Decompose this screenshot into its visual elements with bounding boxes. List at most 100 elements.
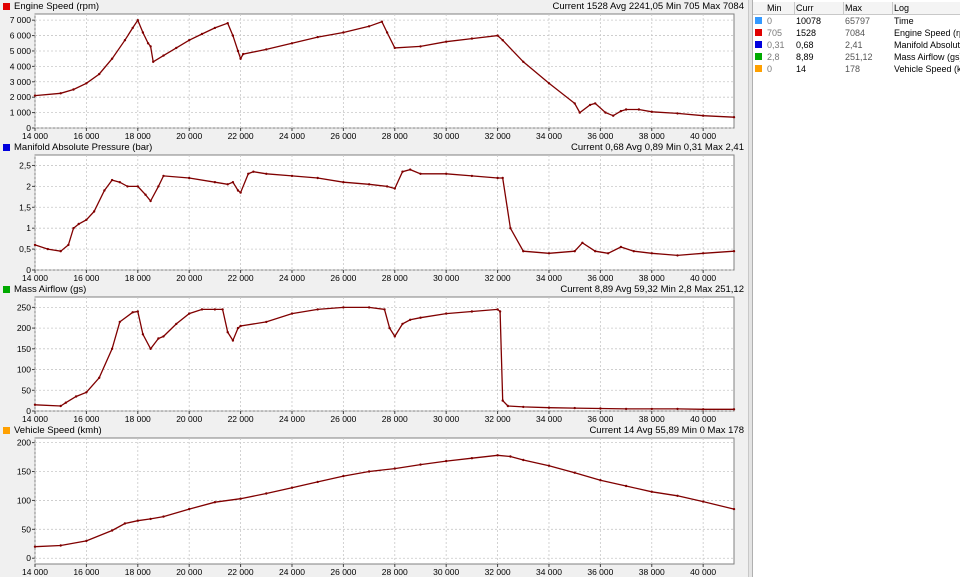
row-log: Manifold Absolute Pressure (bar) [894,40,960,50]
data-point [604,111,607,114]
x-tick-label: 16 000 [73,273,99,283]
row-curr: 10078 [796,16,822,26]
x-tick-label: 30 000 [433,273,459,283]
data-point [265,320,268,324]
row-max: 7084 [845,28,866,38]
data-point [501,399,504,402]
data-point [367,183,371,186]
x-tick-label: 40 000 [690,131,716,141]
data-point [136,185,139,188]
data-point [157,185,160,188]
header-curr[interactable]: Curr [796,3,814,13]
data-point [650,110,653,114]
data-point [470,310,474,313]
data-point [445,40,448,43]
x-tick-label: 18 000 [125,131,151,141]
data-point [650,490,653,493]
channel-color-swatch [755,41,762,48]
data-point [342,181,345,184]
x-tick-label: 32 000 [485,414,511,424]
x-tick-label: 20 000 [176,414,202,424]
header-max[interactable]: Max [845,3,863,13]
header-min[interactable]: Min [767,3,782,13]
data-point [110,529,114,532]
data-point [213,501,217,504]
panel-title: Manifold Absolute Pressure (bar) [14,142,153,153]
x-tick-label: 34 000 [536,414,562,424]
data-point [265,492,268,495]
y-tick-label: 5 000 [10,46,32,56]
plot-area [34,154,735,271]
data-point [188,39,191,42]
x-tick-label: 20 000 [176,273,202,283]
mass-airflow-chart[interactable]: 0 50 100 150 200 250 14 000 16 000 18 000 20 000 2… [0,296,748,424]
channel-color-swatch [755,29,762,36]
y-tick-label: 200 [17,438,31,448]
y-tick-label: 1 [26,223,31,233]
data-point [573,406,576,410]
y-tick-label: 1 000 [10,108,32,118]
data-point [599,479,602,482]
manifold-pressure-chart[interactable]: 0 0,5 1 1,5 2 2,5 14 000 16 000 18 000 20 000 22 0… [0,154,748,283]
data-point [501,39,504,42]
data-point [612,114,615,117]
row-curr: 0,68 [796,40,814,50]
vehicle-speed-chart[interactable]: 0 50 100 150 200 14 000 16 000 18 000 20 000 22 0… [0,437,748,577]
x-tick-label: 14 000 [22,273,48,283]
data-point [152,60,155,63]
x-tick-label: 14 000 [22,414,48,424]
x-tick-label: 36 000 [587,131,613,141]
data-point [401,170,404,173]
data-point [650,407,653,411]
plot-area [34,296,735,412]
row-min: 0,31 [767,40,785,50]
engine-speed-chart[interactable]: 0 1 000 2 000 3 000 4 000 5 000 6 000 7 000 14 0… [0,13,748,141]
x-tick-label: 32 000 [485,273,511,283]
splitter-handle[interactable] [748,0,752,577]
panel-title: Engine Speed (rpm) [14,1,100,12]
x-tick-label: 36 000 [587,414,613,424]
row-max: 251,12 [845,52,873,62]
table-row[interactable]: 0,31 0,68 2,41 Manifold Absolute Pressur… [753,39,960,51]
table-row[interactable]: 0 14 178 Vehicle Speed (kmh) [753,63,960,75]
header-log[interactable]: Log [894,3,910,13]
data-point [599,407,602,410]
data-point [85,391,88,394]
data-point [239,324,242,328]
x-tick-label: 22 000 [228,567,254,577]
data-point [619,109,623,113]
table-row[interactable]: 2,8 8,89 251,12 Mass Airflow (gs) [753,51,960,63]
data-point [213,308,217,311]
row-curr: 14 [796,64,807,74]
x-tick-label: 24 000 [279,131,305,141]
data-point [732,116,736,119]
series-line [34,168,735,257]
data-point [103,189,106,192]
data-point [506,404,510,408]
data-point [59,92,62,95]
y-tick-label: 0 [26,265,31,275]
data-point [496,176,499,180]
y-tick-label: 3 000 [10,77,32,87]
vehicle-speed-panel: Vehicle Speed (kmh) Current 14 Avg 55,89… [0,424,748,577]
data-point [419,316,422,319]
data-point [445,312,448,315]
data-point [162,335,165,338]
table-row[interactable]: 0 10078 65797 Time [753,15,960,27]
data-point [188,312,191,315]
data-point [149,347,152,350]
data-point [676,254,679,257]
data-point [236,326,240,330]
data-point [676,494,679,497]
data-point [226,331,229,334]
panel-header: Vehicle Speed (kmh) Current 14 Avg 55,89… [0,424,748,437]
x-tick-label: 28 000 [382,131,408,141]
data-point [141,333,145,336]
y-tick-label: 50 [22,524,32,534]
data-point [33,403,37,406]
x-tick-label: 30 000 [433,414,459,424]
data-point [470,37,474,40]
data-point [252,170,255,173]
data-point [175,46,178,50]
table-row[interactable]: 705 1528 7084 Engine Speed (rpm) [753,27,960,39]
